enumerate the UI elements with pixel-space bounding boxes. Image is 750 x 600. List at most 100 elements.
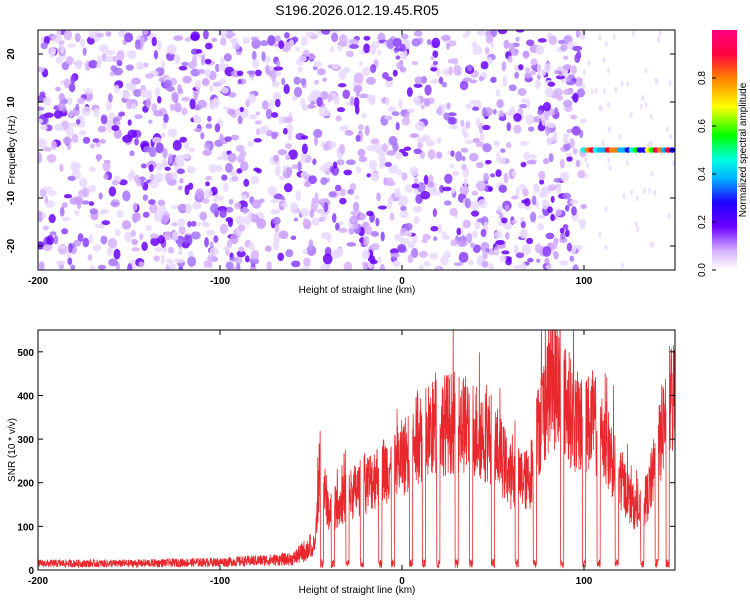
colorbar-tick-label: 0.4 — [697, 167, 708, 181]
spectrogram-cell — [443, 200, 452, 206]
spectrogram-cell — [343, 169, 352, 176]
spectrogram-cell — [536, 63, 542, 75]
spectrogram-cell — [345, 159, 356, 166]
spectrogram-cell — [435, 191, 442, 196]
spectrogram-cell — [115, 120, 121, 126]
spectrogram-cell — [363, 43, 371, 54]
spectrogram-cell — [635, 195, 639, 202]
spectrogram-cell — [509, 106, 516, 116]
spectrogram-cell — [476, 30, 487, 36]
spectrogram-cell — [134, 39, 141, 50]
spectrogram-cell — [248, 114, 258, 120]
spectrogram-cell — [88, 201, 95, 206]
spectrogram-cell — [171, 91, 179, 103]
spectrogram-cell — [560, 232, 566, 240]
spectrogram-cell — [322, 77, 327, 82]
spectrogram-cell — [265, 64, 270, 76]
spectrogram-cell — [450, 239, 458, 247]
spectrogram-cell — [467, 64, 473, 72]
spectrogram-cell — [472, 106, 480, 111]
spectrogram-cell — [303, 181, 311, 188]
spectrogram-cell — [247, 93, 256, 104]
spectrogram-cell — [193, 115, 202, 124]
spectrogram-cell — [490, 173, 496, 178]
spectrogram-cell — [655, 78, 659, 85]
spectrogram-cell — [300, 97, 306, 107]
spectrogram-cell — [335, 115, 342, 122]
spectrogram-cell — [248, 242, 255, 251]
spectrogram-cell — [205, 181, 210, 187]
spectrogram-cell — [462, 77, 472, 82]
spectrogram-cell — [220, 57, 225, 67]
spectrogram-cell — [278, 205, 283, 210]
spectrogram-cell — [548, 35, 558, 46]
spectrogram-cell — [203, 260, 210, 268]
spectrogram-cell — [430, 78, 440, 85]
spectrogram-cell — [47, 46, 57, 56]
spectrogram-cell — [51, 140, 57, 150]
spectrogram-cell — [562, 136, 569, 145]
spectrogram-cell — [136, 61, 145, 71]
spectrogram-cell — [555, 208, 562, 217]
spectrogram-cell — [240, 161, 249, 171]
spectrogram-cell — [151, 103, 158, 113]
spectrogram-cell — [404, 222, 413, 231]
spectrogram-cell — [385, 76, 393, 82]
spectrogram-cell — [329, 165, 335, 173]
spectrogram-cell — [563, 142, 571, 151]
spectrogram-cell — [496, 98, 504, 109]
spectrogram-cell — [569, 138, 575, 149]
spectrogram-cell — [239, 106, 244, 113]
spectrogram-cell — [235, 144, 245, 153]
spectrogram-cell — [215, 63, 220, 73]
spectrogram-cell — [537, 109, 544, 116]
spectrogram-y-tick-label: 10 — [6, 96, 17, 108]
spectrogram-cell — [540, 68, 547, 76]
spectrogram-cell — [277, 252, 285, 262]
spectrogram-cell — [284, 32, 290, 39]
spectrogram-cell — [432, 50, 439, 58]
spectrogram-cell — [601, 140, 605, 147]
spectrogram-cell — [130, 169, 135, 178]
spectrogram-cell — [190, 231, 201, 240]
spectrogram-cell — [584, 156, 588, 163]
spectrogram-cell — [236, 168, 243, 174]
spectrogram-cell — [397, 244, 407, 253]
spectrogram-cell — [63, 30, 73, 41]
spectrogram-cell — [414, 76, 423, 85]
spectrogram-cell — [295, 190, 302, 202]
spectrogram-cell — [102, 161, 111, 172]
spectrogram-cell — [219, 133, 224, 144]
spectrogram-cell — [108, 258, 118, 267]
spectrogram-cell — [176, 168, 185, 175]
spectrogram-cell — [291, 164, 298, 170]
spectrogram-cell — [127, 263, 133, 270]
spectrogram-cell — [598, 34, 602, 41]
spectrogram-cell — [416, 137, 427, 143]
spectrogram-cell — [552, 239, 558, 250]
spectrogram-cell — [566, 75, 572, 83]
spectrogram-cell — [171, 172, 178, 180]
spectrogram-cell — [165, 258, 174, 264]
spectrogram-cell — [186, 166, 196, 174]
spectrogram-cell — [333, 95, 340, 105]
spectrogram-cell — [303, 257, 311, 267]
spectrogram-cell — [492, 108, 497, 115]
spectrogram-cell — [155, 142, 164, 154]
spectrogram-cell — [606, 101, 610, 108]
spectrogram-cell — [132, 202, 138, 211]
spectrogram-cell — [188, 147, 195, 153]
spectrogram-cell — [145, 73, 155, 79]
spectrogram-cell — [108, 186, 117, 197]
spectrogram-cell — [140, 89, 150, 98]
spectrogram-cell — [571, 206, 577, 216]
spectrogram-cell — [164, 172, 174, 183]
spectrogram-cell — [665, 126, 669, 133]
spectrogram-cell — [318, 216, 325, 223]
spectrogram-cell — [630, 189, 634, 196]
spectrogram-cell — [349, 215, 359, 225]
spectrogram-cell — [188, 182, 194, 190]
spectrogram-cell — [446, 42, 451, 50]
spectrogram-cell — [587, 60, 591, 67]
spectrogram-cell — [547, 122, 556, 128]
